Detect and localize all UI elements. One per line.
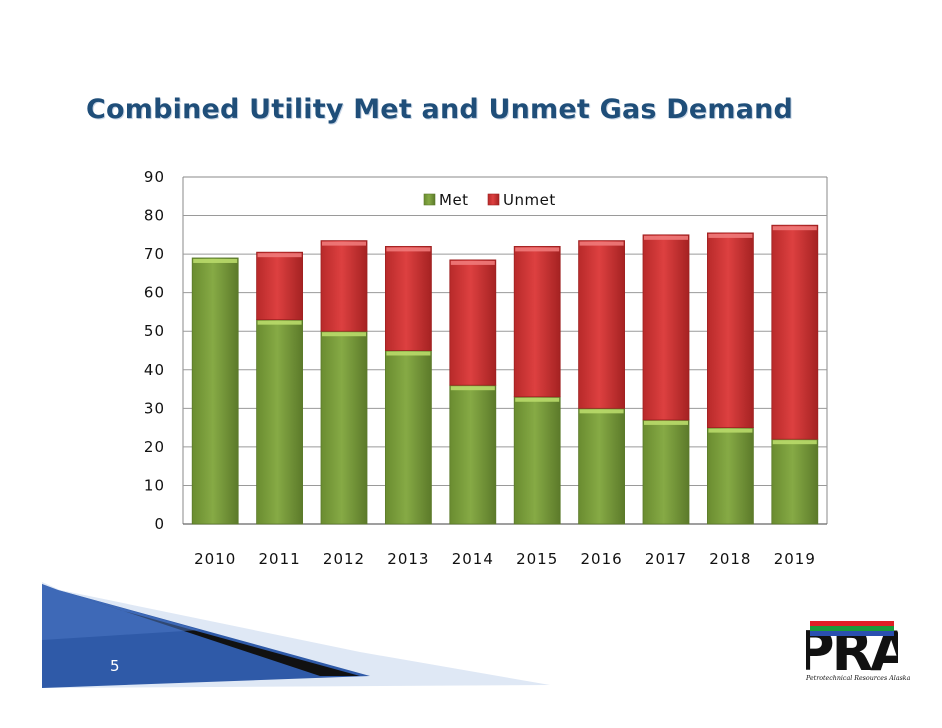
y-tick-label: 50 (144, 322, 165, 340)
y-tick-label: 80 (144, 207, 165, 225)
y-tick-label: 90 (144, 168, 165, 186)
bar-met-cap-2010 (193, 258, 238, 263)
x-tick-label: 2011 (259, 550, 301, 568)
bar-unmet-2018 (707, 232, 754, 429)
bar-met-2019 (771, 438, 819, 525)
company-logo: PRA Petrotechnical Resources Alaska (795, 608, 915, 688)
bar-met-cap-2014 (450, 386, 495, 391)
bar-unmet-cap-2018 (708, 233, 753, 238)
x-tick-label: 2018 (709, 550, 751, 568)
y-tick-label: 20 (144, 438, 165, 456)
bar-met-cap-2019 (772, 440, 817, 445)
page-number: 5 (110, 657, 120, 675)
x-axis-ticks: 2010 2011 2012 2013 2014 2015 2016 2017 2018 2019 (194, 550, 816, 568)
bar-unmet-2012 (320, 240, 368, 332)
bar-met-cap-2015 (515, 397, 560, 402)
bar-met-cap-2018 (708, 428, 753, 433)
bar-met-cap-2017 (644, 420, 688, 425)
bar-unmet-2019 (771, 224, 819, 440)
bar-unmet-cap-2013 (386, 247, 431, 252)
bar-met-2012 (320, 330, 368, 525)
logo-caption: Petrotechnical Resources Alaska (806, 675, 911, 682)
legend-label-unmet: Unmet (503, 191, 556, 209)
legend: Met Unmet (423, 191, 556, 209)
x-tick-label: 2015 (516, 550, 558, 568)
bar-met-2014 (449, 384, 497, 525)
bar-met-2013 (384, 350, 432, 525)
bar-met-2018 (707, 427, 754, 525)
bar-met-cap-2011 (257, 320, 302, 325)
legend-label-met: Met (439, 191, 469, 209)
bar-met-2016 (578, 407, 625, 525)
x-tick-label: 2012 (323, 550, 365, 568)
y-axis-ticks: 0 10 20 30 40 50 60 70 80 90 (144, 168, 165, 533)
legend-swatch-met (423, 193, 436, 206)
bar-unmet-2014 (449, 259, 497, 386)
bar-unmet-cap-2012 (322, 241, 366, 246)
bar-met-2011 (256, 319, 304, 525)
bar-unmet-cap-2015 (515, 247, 560, 252)
y-tick-label: 10 (144, 476, 165, 494)
bar-unmet-cap-2017 (644, 235, 688, 240)
logo-graphic: PRA (795, 620, 915, 683)
logo-stripe-red (810, 621, 894, 626)
y-tick-label: 60 (144, 284, 165, 302)
bars (191, 224, 819, 525)
y-tick-label: 70 (144, 245, 165, 263)
bar-met-cap-2012 (322, 332, 366, 337)
bar-met-2015 (513, 396, 561, 525)
logo-stripe-green (810, 626, 894, 631)
bar-unmet-cap-2016 (579, 241, 624, 246)
bar-met-cap-2013 (386, 351, 431, 356)
logo-stripe-blue (810, 631, 894, 636)
corner-banner (42, 582, 550, 688)
x-tick-label: 2013 (387, 550, 429, 568)
x-tick-label: 2017 (645, 550, 687, 568)
x-tick-label: 2014 (452, 550, 494, 568)
y-tick-label: 0 (154, 515, 165, 533)
banner-hatch (42, 584, 200, 640)
bar-met-cap-2016 (579, 409, 624, 414)
y-tick-label: 40 (144, 361, 165, 379)
slide-title: Combined Utility Met and Unmet Gas Deman… (86, 94, 794, 125)
bar-unmet-cap-2011 (257, 253, 302, 258)
x-tick-label: 2019 (774, 550, 816, 568)
legend-swatch-unmet (487, 193, 500, 206)
bar-unmet-cap-2014 (450, 260, 495, 265)
bar-unmet-2017 (642, 234, 690, 421)
bar-unmet-2015 (513, 245, 561, 398)
bar-unmet-cap-2019 (772, 226, 817, 231)
x-tick-label: 2016 (581, 550, 623, 568)
x-tick-label: 2010 (194, 550, 236, 568)
bar-met-2010 (191, 257, 239, 525)
bar-met-2017 (642, 419, 690, 525)
bar-unmet-2013 (384, 245, 432, 351)
y-tick-label: 30 (144, 399, 165, 417)
bar-unmet-2016 (578, 240, 625, 409)
bar-unmet-2011 (256, 251, 304, 321)
